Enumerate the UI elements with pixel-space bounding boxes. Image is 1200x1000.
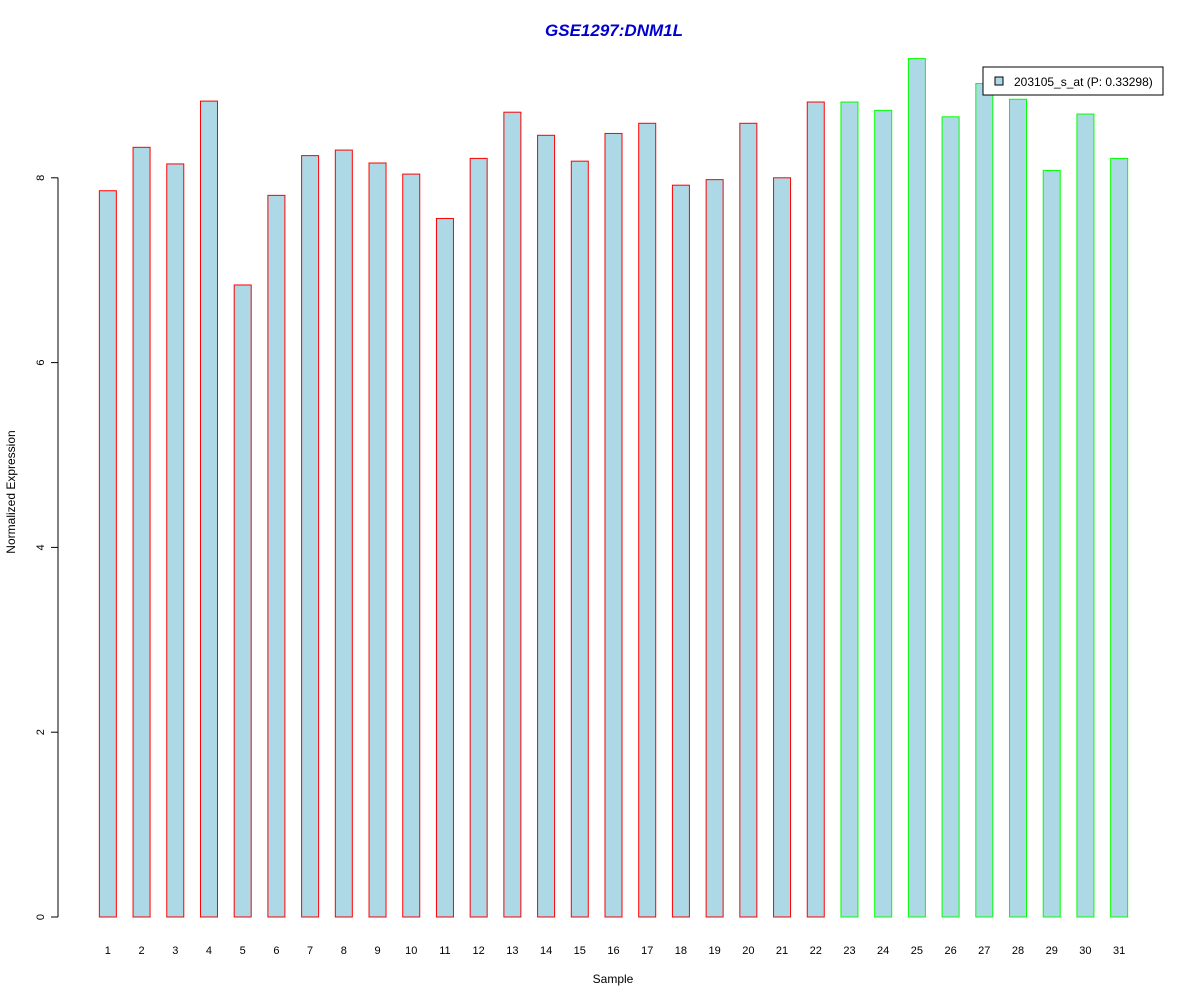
bar-sample-7 <box>301 155 320 918</box>
x-tick-label: 3 <box>172 945 178 957</box>
bar-sample-25 <box>907 58 926 918</box>
x-tick-label: 29 <box>1046 945 1058 957</box>
legend-label: 203105_s_at (P: 0.33298) <box>1014 75 1153 89</box>
bar-sample-29 <box>1042 169 1061 918</box>
x-tick-label: 21 <box>776 945 788 957</box>
y-tick-label: 0 <box>35 914 47 920</box>
x-tick-label: 11 <box>439 945 450 957</box>
x-tick-label: 20 <box>742 945 754 957</box>
x-tick-label: 12 <box>473 945 485 957</box>
bar-sample-17 <box>638 122 657 918</box>
x-tick-label: 6 <box>273 945 279 957</box>
bar-sample-8 <box>334 149 353 918</box>
bar-sample-15 <box>570 160 589 918</box>
x-tick-label: 23 <box>843 945 855 957</box>
y-tick-label: 8 <box>35 175 47 181</box>
bar-sample-14 <box>537 134 556 918</box>
bar-sample-4 <box>199 100 218 918</box>
x-tick-label: 19 <box>709 945 721 957</box>
bar-sample-21 <box>773 177 792 918</box>
bar-sample-27 <box>975 83 994 918</box>
x-tick-label: 28 <box>1012 945 1024 957</box>
bar-sample-18 <box>671 184 690 918</box>
bar-sample-16 <box>604 132 623 918</box>
x-tick-label: 16 <box>607 945 619 957</box>
bar-sample-11 <box>435 217 454 918</box>
x-tick-label: 10 <box>405 945 417 957</box>
bar-sample-2 <box>132 146 151 918</box>
x-tick-label: 13 <box>506 945 518 957</box>
x-tick-label: 26 <box>944 945 956 957</box>
bar-sample-30 <box>1076 113 1095 918</box>
x-tick-label: 31 <box>1113 945 1125 957</box>
x-tick-labels: 1 2 3 4 5 6 7 8 9 10 11 12 13 14 15 16 17 18 19 20 21 22 23 24 2… <box>105 945 1125 957</box>
x-tick-label: 2 <box>139 945 145 957</box>
legend: 203105_s_at (P: 0.33298) <box>982 66 1164 96</box>
x-tick-label: 25 <box>911 945 923 957</box>
x-tick-label: 22 <box>810 945 822 957</box>
legend-box <box>982 66 1164 96</box>
x-tick-label: 14 <box>540 945 552 957</box>
x-tick-label: 4 <box>206 945 212 957</box>
bar-sample-10 <box>402 173 421 918</box>
bar-sample-5 <box>233 284 252 918</box>
legend-swatch <box>994 76 1004 86</box>
bar-sample-24 <box>874 109 893 918</box>
x-axis-label: Sample <box>593 972 634 986</box>
x-tick-label: 7 <box>307 945 313 957</box>
x-tick-label: 24 <box>877 945 889 957</box>
x-tick-label: 17 <box>641 945 653 957</box>
bars <box>98 58 1129 918</box>
y-tick-label: 6 <box>35 360 47 366</box>
bar-sample-28 <box>1009 98 1028 918</box>
bar-sample-23 <box>840 101 859 918</box>
y-tick-label: 4 <box>35 544 47 550</box>
x-tick-label: 18 <box>675 945 687 957</box>
x-tick-label: 9 <box>374 945 380 957</box>
bar-sample-12 <box>469 157 488 918</box>
bar-sample-3 <box>166 163 185 918</box>
bar-sample-1 <box>98 190 117 918</box>
bar-sample-19 <box>705 179 724 918</box>
bar-sample-6 <box>267 194 286 918</box>
x-tick-label: 27 <box>978 945 990 957</box>
bar-sample-31 <box>1110 157 1129 918</box>
bar-sample-26 <box>941 116 960 918</box>
chart-title: GSE1297:DNM1L <box>545 21 683 40</box>
y-tick-label: 2 <box>35 729 47 735</box>
bar-sample-20 <box>739 122 758 918</box>
bar-sample-13 <box>503 111 522 918</box>
y-axis-label: Normalized Expression <box>4 430 18 553</box>
bar-sample-9 <box>368 162 387 918</box>
x-tick-label: 30 <box>1079 945 1091 957</box>
x-tick-label: 5 <box>240 945 246 957</box>
x-tick-label: 1 <box>105 945 111 957</box>
bar-sample-22 <box>806 101 825 918</box>
x-tick-label: 15 <box>574 945 586 957</box>
y-axis: 0 2 4 6 8 <box>35 175 59 920</box>
x-tick-label: 8 <box>341 945 347 957</box>
